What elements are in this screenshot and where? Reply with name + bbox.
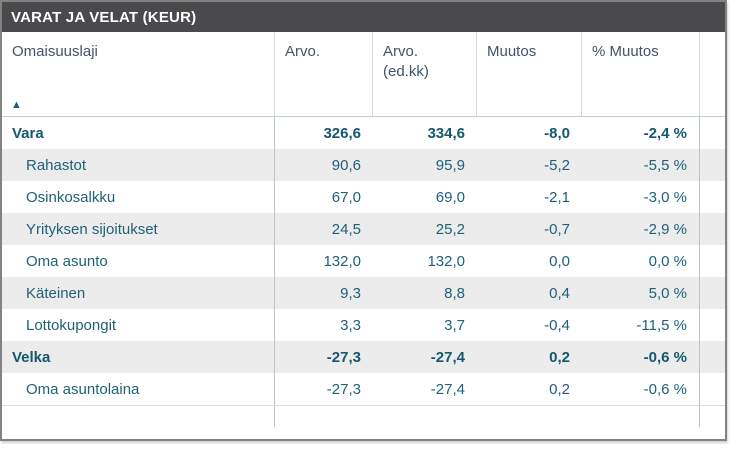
column-header-arvo[interactable]: Arvo. bbox=[275, 32, 373, 116]
cell-arvo-edkk: 132,0 bbox=[427, 252, 465, 270]
column-header-arvo-edkk[interactable]: Arvo. (ed.kk) bbox=[373, 32, 477, 116]
table-row-lottokupongit[interactable]: Lottokupongit 3,3 3,7 -0,4 -11,5 % bbox=[2, 309, 725, 341]
spacer-cell bbox=[373, 406, 477, 427]
row-label: Velka bbox=[2, 341, 275, 373]
cell-arvo-edkk: 69,0 bbox=[435, 188, 465, 206]
column-header-label: % Muutos bbox=[592, 43, 659, 60]
column-header-label: Arvo. bbox=[285, 43, 321, 60]
column-header-label: Omaisuuslaji bbox=[12, 43, 98, 60]
spacer-cell bbox=[582, 406, 700, 427]
cell-muutos: 0,4 bbox=[549, 284, 570, 302]
cell-arvo: -27,3 bbox=[326, 348, 361, 366]
cell-muutos: 0,2 bbox=[549, 348, 570, 366]
cell-pct-muutos: -0,6 % bbox=[582, 373, 700, 405]
card-title: VARAT JA VELAT (KEUR) bbox=[11, 8, 197, 26]
column-header-muutos[interactable]: Muutos bbox=[477, 32, 582, 116]
row-label: Käteinen bbox=[2, 277, 275, 309]
table-row-oma-asunto[interactable]: Oma asunto 132,0 132,0 0,0 0,0 % bbox=[2, 245, 725, 277]
row-label: Yrityksen sijoitukset bbox=[2, 213, 275, 245]
table-row-kateinen[interactable]: Käteinen 9,3 8,8 0,4 5,0 % bbox=[2, 277, 725, 309]
table-row-velka[interactable]: Velka -27,3 -27,4 0,2 -0,6 % bbox=[2, 341, 725, 373]
cell-muutos: -0,4 bbox=[544, 316, 570, 334]
cell-muutos: -0,7 bbox=[544, 220, 570, 238]
cell-arvo: 90,6 bbox=[331, 156, 361, 174]
spacer-cell bbox=[275, 406, 373, 427]
table-row-oma-asuntolaina[interactable]: Oma asuntolaina -27,3 -27,4 0,2 -0,6 % bbox=[2, 373, 725, 406]
sort-ascending-icon[interactable]: ▲ bbox=[11, 99, 22, 111]
cell-pct-muutos: -2,4 % bbox=[582, 117, 700, 149]
row-label: Oma asunto bbox=[2, 245, 275, 277]
row-label: Lottokupongit bbox=[2, 309, 275, 341]
row-label: Oma asuntolaina bbox=[2, 373, 275, 405]
cell-muutos: -2,1 bbox=[544, 188, 570, 206]
cell-pct-muutos: -2,9 % bbox=[582, 213, 700, 245]
table-header-row: Omaisuuslaji ▲ Arvo. Arvo. (ed.kk) Muuto… bbox=[2, 32, 725, 117]
cell-arvo-edkk: -27,4 bbox=[430, 348, 465, 366]
cell-pct-muutos: -5,5 % bbox=[582, 149, 700, 181]
cell-pct-muutos: -11,5 % bbox=[582, 309, 700, 341]
column-header-pct-muutos[interactable]: % Muutos bbox=[582, 32, 700, 116]
spacer-cell bbox=[2, 406, 275, 427]
cell-arvo: 3,3 bbox=[340, 316, 361, 334]
spacer-cell bbox=[477, 406, 582, 427]
column-header-label: Arvo. (ed.kk) bbox=[383, 43, 429, 80]
assets-liabilities-card: VARAT JA VELAT (KEUR) Omaisuuslaji ▲ Arv… bbox=[0, 0, 727, 441]
cell-arvo: 24,5 bbox=[331, 220, 361, 238]
cell-arvo-edkk: 95,9 bbox=[435, 156, 465, 174]
cell-pct-muutos: -0,6 % bbox=[582, 341, 700, 373]
cell-arvo: 9,3 bbox=[340, 284, 361, 302]
cell-arvo: -27,3 bbox=[326, 380, 361, 398]
cell-pct-muutos: 0,0 % bbox=[582, 245, 700, 277]
cell-arvo-edkk: 25,2 bbox=[435, 220, 465, 238]
card-title-bar: VARAT JA VELAT (KEUR) bbox=[2, 2, 725, 32]
cell-arvo-edkk: -27,4 bbox=[430, 380, 465, 398]
cell-arvo: 132,0 bbox=[323, 252, 361, 270]
cell-muutos: 0,0 bbox=[549, 252, 570, 270]
cell-muutos: -8,0 bbox=[544, 124, 570, 142]
cell-muutos: 0,2 bbox=[549, 380, 570, 398]
cell-pct-muutos: 5,0 % bbox=[582, 277, 700, 309]
cell-pct-muutos: -3,0 % bbox=[582, 181, 700, 213]
row-label: Vara bbox=[2, 117, 275, 149]
table-row-osinkosalkku[interactable]: Osinkosalkku 67,0 69,0 -2,1 -3,0 % bbox=[2, 181, 725, 213]
table-row-vara[interactable]: Vara 326,6 334,6 -8,0 -2,4 % bbox=[2, 117, 725, 149]
row-label: Rahastot bbox=[2, 149, 275, 181]
cell-arvo-edkk: 334,6 bbox=[427, 124, 465, 142]
table-row-yrityksen-sijoitukset[interactable]: Yrityksen sijoitukset 24,5 25,2 -0,7 -2,… bbox=[2, 213, 725, 245]
cell-arvo-edkk: 3,7 bbox=[444, 316, 465, 334]
cell-arvo: 326,6 bbox=[323, 124, 361, 142]
cell-muutos: -5,2 bbox=[544, 156, 570, 174]
column-header-omaisuuslaji[interactable]: Omaisuuslaji ▲ bbox=[2, 32, 275, 116]
column-header-label: Muutos bbox=[487, 43, 537, 60]
cell-arvo: 67,0 bbox=[331, 188, 361, 206]
cell-arvo-edkk: 8,8 bbox=[444, 284, 465, 302]
row-label: Osinkosalkku bbox=[2, 181, 275, 213]
table-row-rahastot[interactable]: Rahastot 90,6 95,9 -5,2 -5,5 % bbox=[2, 149, 725, 181]
table-footer-spacer bbox=[2, 406, 725, 427]
